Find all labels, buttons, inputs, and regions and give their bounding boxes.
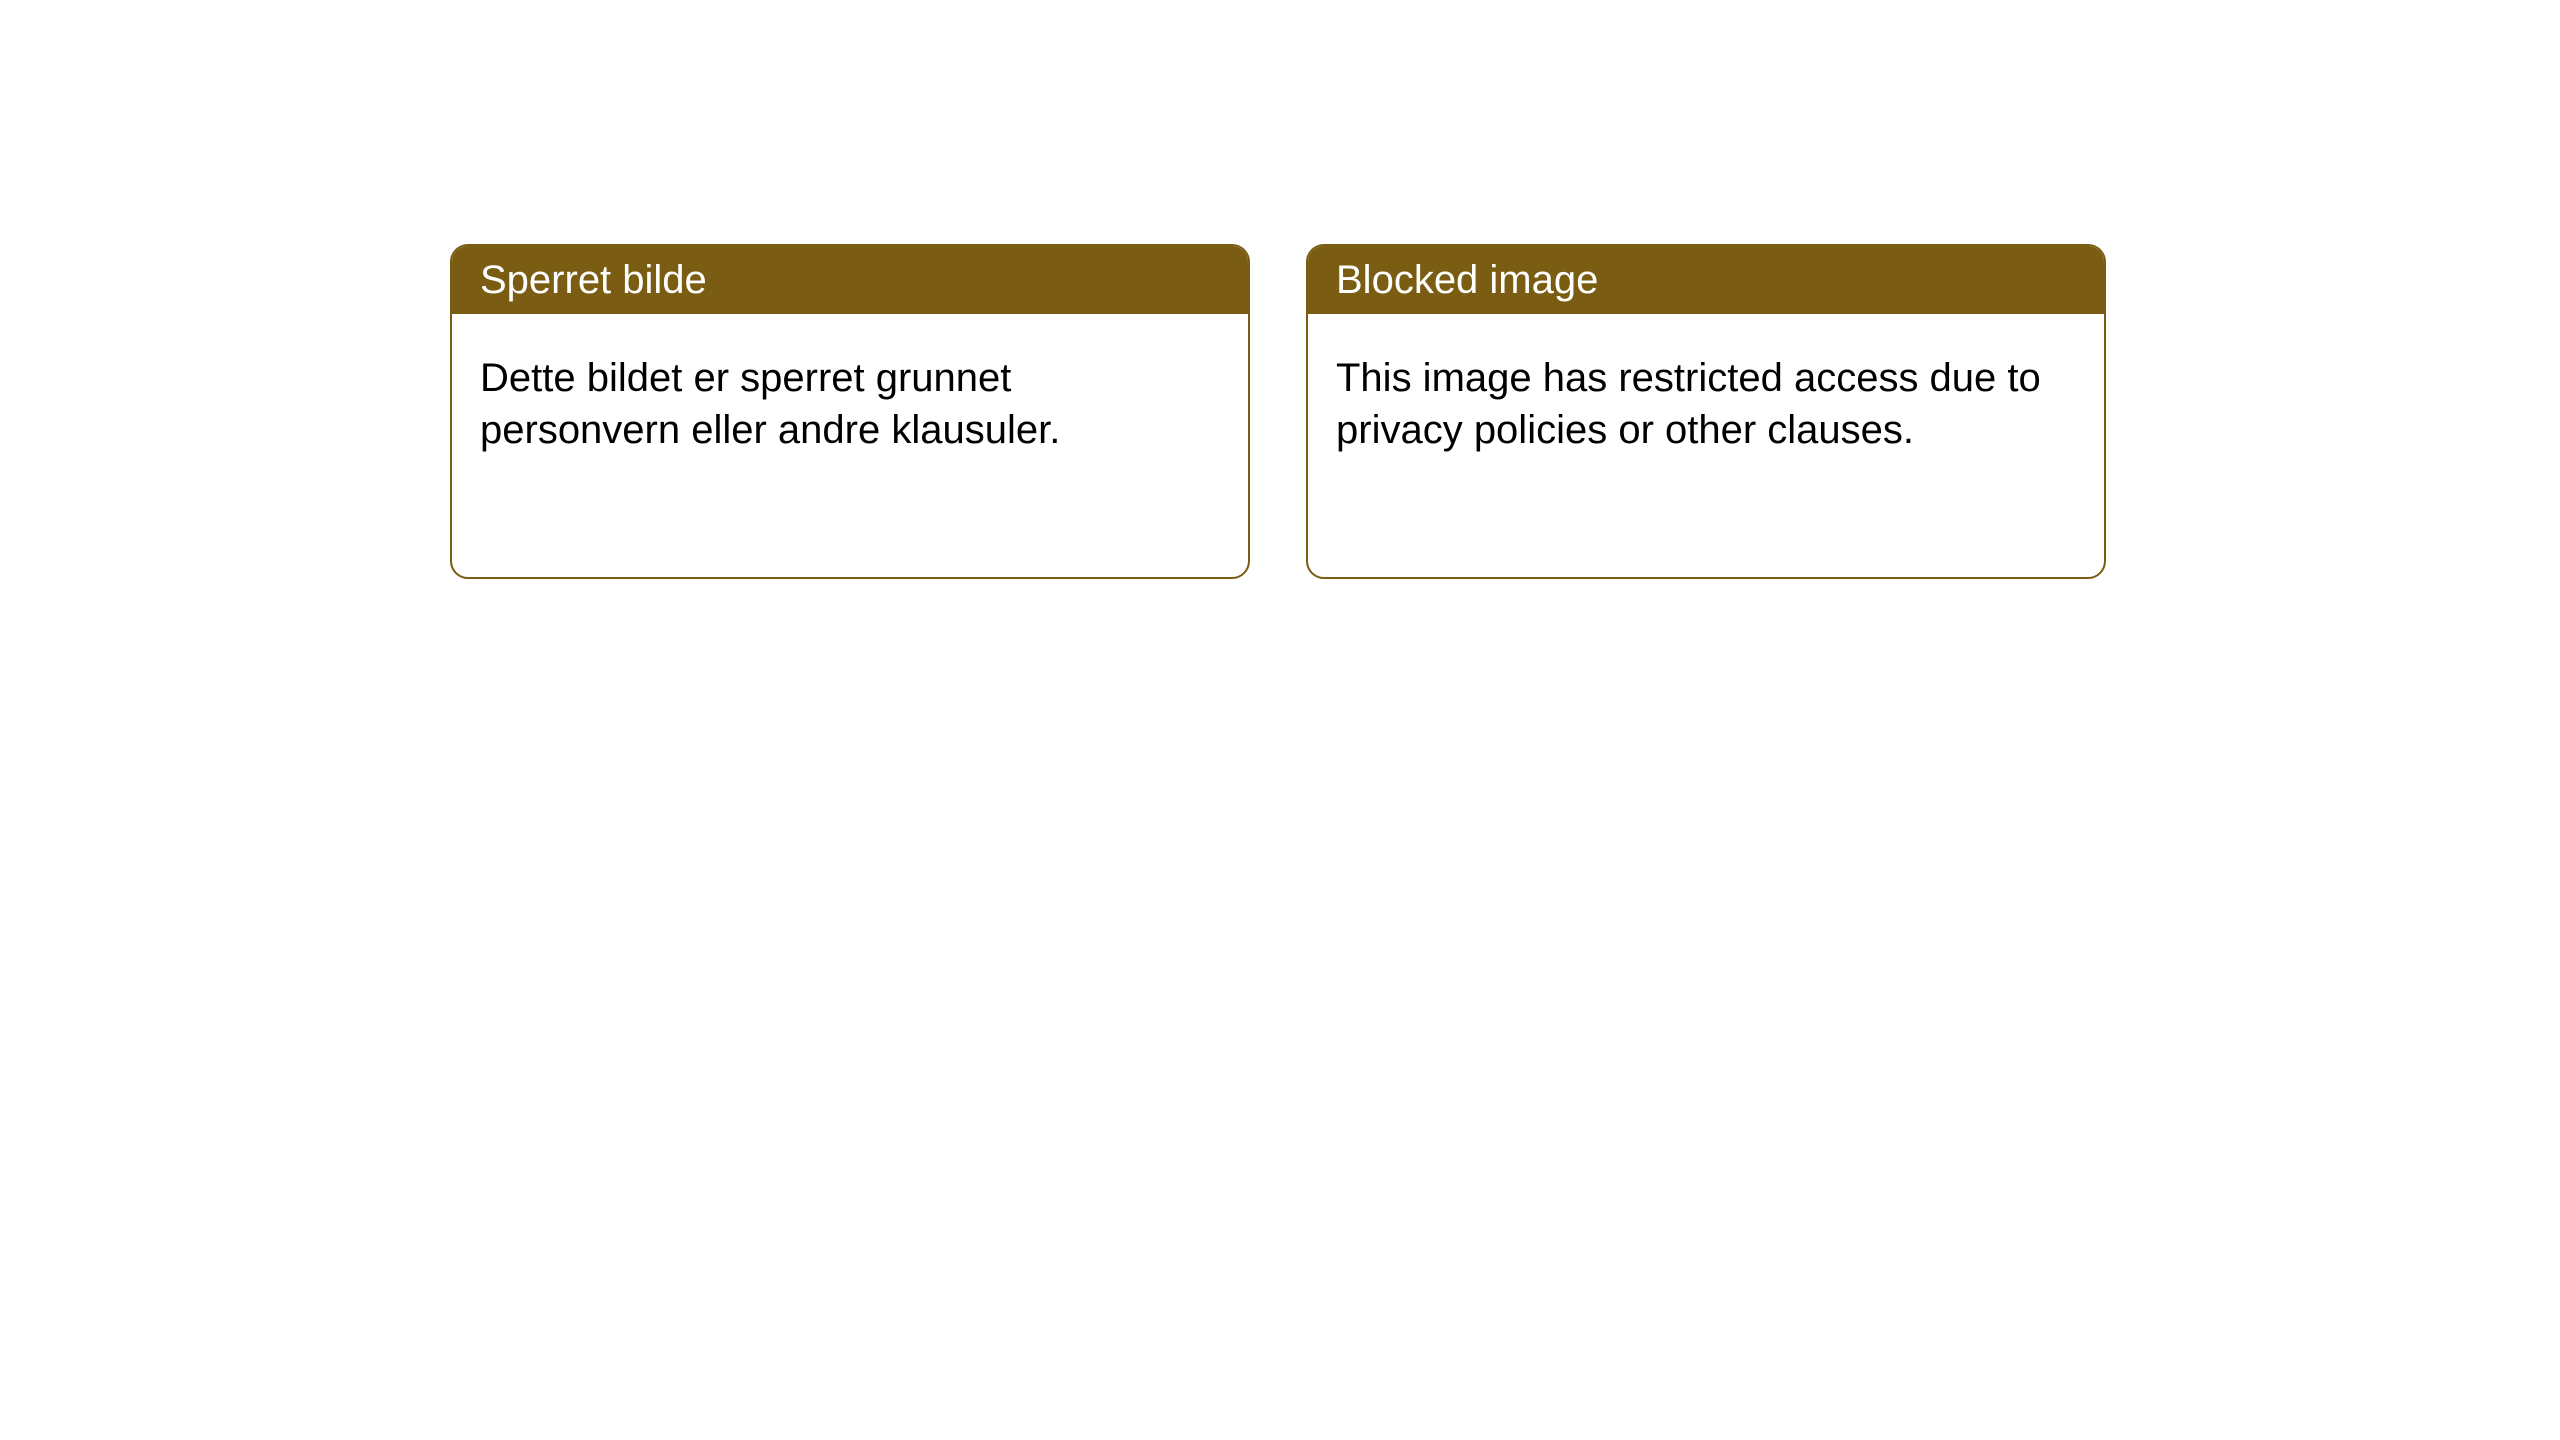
notice-message-english: This image has restricted access due to … <box>1308 314 2104 494</box>
notice-container: Sperret bilde Dette bildet er sperret gr… <box>450 244 2106 579</box>
notice-title-english: Blocked image <box>1308 246 2104 314</box>
notice-message-norwegian: Dette bildet er sperret grunnet personve… <box>452 314 1248 494</box>
notice-card-norwegian: Sperret bilde Dette bildet er sperret gr… <box>450 244 1250 579</box>
notice-card-english: Blocked image This image has restricted … <box>1306 244 2106 579</box>
notice-title-norwegian: Sperret bilde <box>452 246 1248 314</box>
